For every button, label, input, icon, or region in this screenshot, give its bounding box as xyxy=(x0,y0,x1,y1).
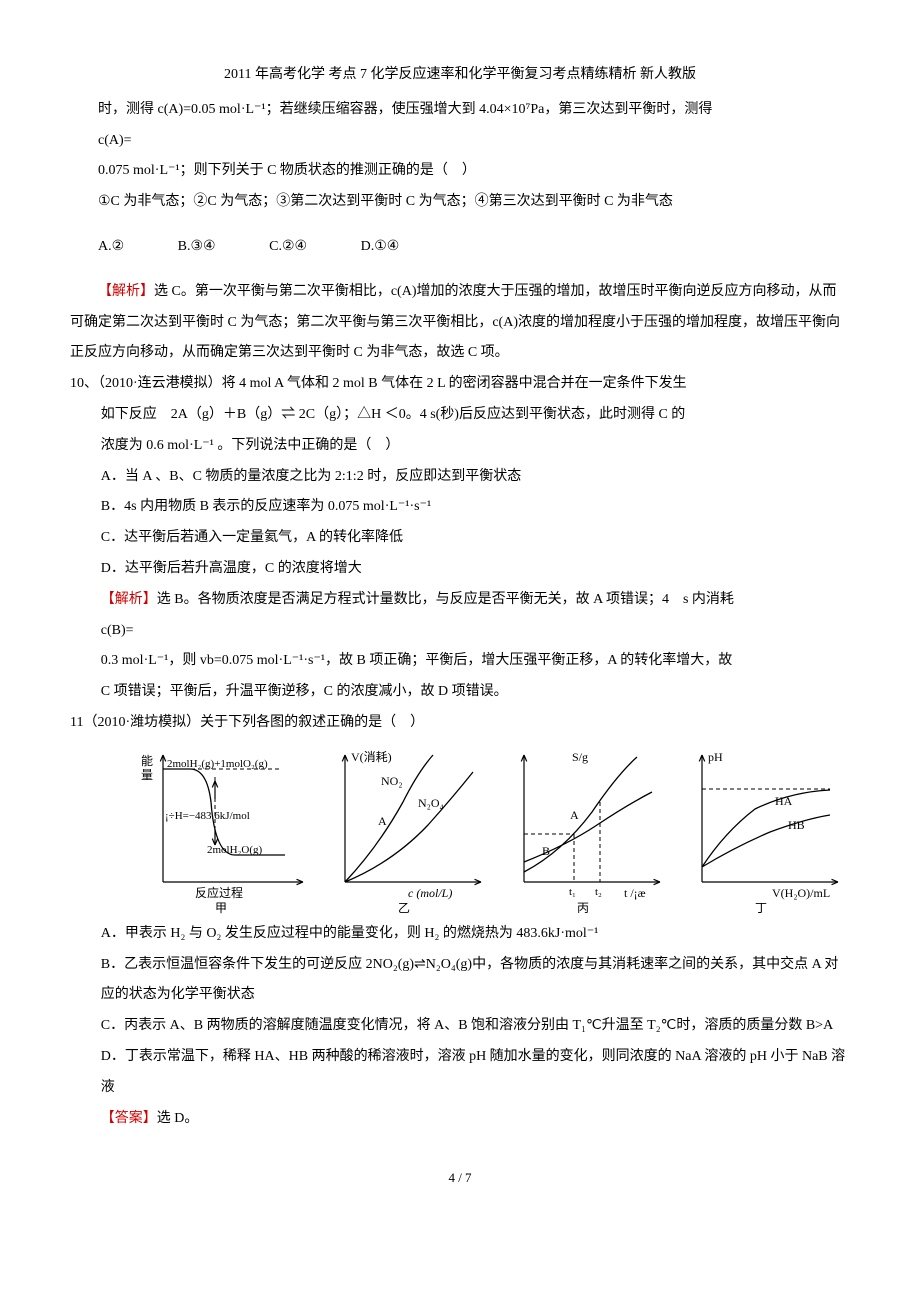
analysis-body: 选 C。第一次平衡与第二次平衡相比，c(A)增加的浓度大于压强的增加，故增压时平… xyxy=(70,284,840,361)
q10-analysis-l4: C 项错误；平衡后，升温平衡逆移，C 的浓度减小，故 D 项错误。 xyxy=(101,677,850,708)
diagram-row: 能量 2molH₂(g)+1molO₂(g) ¡÷H=−483.6kJ/mol 2mo… xyxy=(130,747,850,917)
option-b: B.③④ xyxy=(178,232,216,263)
q10-head: 10、（2010·连云港模拟）将 4 mol A 气体和 2 mol B 气体在… xyxy=(70,369,850,400)
svg-text:丙: 丙 xyxy=(577,901,589,915)
analysis-body-l1: 选 B。各物质浓度是否满足方程式计量数比，与反应是否平衡无关，故 A 项错误；4… xyxy=(157,592,734,607)
svg-text:t₁: t₁ xyxy=(569,886,576,898)
diagram-yi: V(消耗) NO₂ N₂O₄ Ac (mol/L)乙 xyxy=(323,747,488,917)
q10-opt-b: B．4s 内用物质 B 表示的反应速率为 0.075 mol·L⁻¹·s⁻¹ xyxy=(101,492,850,523)
svg-text:B: B xyxy=(542,844,550,858)
q11-opt-d: D．丁表示常温下，稀释 HA、HB 两种酸的稀溶液时，溶液 pH 随加水量的变化… xyxy=(101,1042,850,1104)
option-a: A.② xyxy=(98,232,124,263)
svg-text:¡÷H=−483.6kJ/mol: ¡÷H=−483.6kJ/mol xyxy=(165,810,250,822)
q10-opt-d: D．达平衡后若升高温度，C 的浓度将增大 xyxy=(101,554,850,585)
analysis-label: 【解析】 xyxy=(98,284,154,299)
page-footer: 4 / 7 xyxy=(70,1164,850,1193)
q10-analysis-l3: 0.3 mol·L⁻¹，则 vb=0.075 mol·L⁻¹·s⁻¹，故 B 项… xyxy=(101,646,850,677)
analysis-1: 【解析】选 C。第一次平衡与第二次平衡相比，c(A)增加的浓度大于压强的增加，故… xyxy=(70,277,850,369)
q10-analysis-l1: 【解析】选 B。各物质浓度是否满足方程式计量数比，与反应是否平衡无关，故 A 项… xyxy=(101,585,850,616)
answer-label: 【答案】 xyxy=(101,1111,157,1126)
option-d: D.①④ xyxy=(361,232,400,263)
svg-text:NO₂: NO₂ xyxy=(381,774,403,788)
svg-text:乙: 乙 xyxy=(398,901,410,915)
intro-line-2: c(A)= xyxy=(70,126,850,157)
svg-text:c (mol/L): c (mol/L) xyxy=(408,886,452,900)
svg-text:2molH₂(g)+1molO₂(g): 2molH₂(g)+1molO₂(g) xyxy=(167,758,268,770)
q10-line-3: 浓度为 0.6 mol·L⁻¹ 。下列说法中正确的是（ ） xyxy=(101,431,850,462)
q11-opt-b: B．乙表示恒温恒容条件下发生的可逆反应 2NO₂(g)⇌N₂O₄(g)中，各物质… xyxy=(101,950,850,1012)
diagram-ding: pH HA HB V(H₂O)/mL 丁 xyxy=(680,747,845,917)
option-c: C.②④ xyxy=(269,232,307,263)
q11-answer: 【答案】选 D。 xyxy=(101,1104,850,1135)
svg-text:2molH₂O(g): 2molH₂O(g) xyxy=(207,844,262,856)
svg-text:V(H₂O)/mL: V(H₂O)/mL xyxy=(772,886,830,900)
q11-opt-a: A．甲表示 H₂ 与 O₂ 发生反应过程中的能量变化，则 H₂ 的燃烧热为 48… xyxy=(101,919,850,950)
options-row: A.② B.③④ C.②④ D.①④ xyxy=(98,232,850,263)
q11-opt-c: C．丙表示 A、B 两物质的溶解度随温度变化情况，将 A、B 饱和溶液分别由 T… xyxy=(101,1011,850,1042)
q10-analysis-l2: c(B)= xyxy=(101,616,850,647)
svg-text:甲: 甲 xyxy=(215,901,227,915)
svg-text:HB: HB xyxy=(788,818,805,832)
svg-text:t /¡æ: t /¡æ xyxy=(624,886,646,900)
intro-line-3: 0.075 mol·L⁻¹；则下列关于 C 物质状态的推测正确的是（ ） xyxy=(70,156,850,187)
q10-line-2: 如下反应 2A（g）＋B（g）⇌ 2C（g）；△H ＜0。4 s(秒)后反应达到… xyxy=(101,400,850,431)
svg-text:能: 能 xyxy=(141,754,153,768)
analysis-label: 【解析】 xyxy=(101,592,157,607)
svg-text:量: 量 xyxy=(141,768,153,782)
svg-text:A: A xyxy=(570,808,579,822)
svg-text:反应过程: 反应过程 xyxy=(195,885,243,900)
svg-text:A: A xyxy=(378,814,387,828)
svg-text:pH: pH xyxy=(708,750,723,764)
svg-text:V(消耗): V(消耗) xyxy=(351,750,392,764)
svg-text:S/g: S/g xyxy=(572,750,588,764)
svg-text:丁: 丁 xyxy=(755,901,767,915)
answer-body: 选 D。 xyxy=(157,1111,199,1126)
q10-opt-c: C．达平衡后若通入一定量氦气，A 的转化率降低 xyxy=(101,523,850,554)
diagram-bing: S/g A Bt₁ t₂ t /¡æ 丙 xyxy=(502,747,667,917)
diagram-jia: 能量 2molH₂(g)+1molO₂(g) ¡÷H=−483.6kJ/mol 2mo… xyxy=(135,747,310,917)
svg-text:N₂O₄: N₂O₄ xyxy=(418,796,444,810)
intro-line-1: 时，测得 c(A)=0.05 mol·L⁻¹；若继续压缩容器，使压强增大到 4.… xyxy=(70,95,850,126)
page-header: 2011 年高考化学 考点 7 化学反应速率和化学平衡复习考点精练精析 新人教版 xyxy=(70,60,850,91)
q11-head: 11（2010·潍坊模拟）关于下列各图的叙述正确的是（ ） xyxy=(70,708,850,739)
svg-text:HA: HA xyxy=(775,794,793,808)
intro-line-4: ①C 为非气态；②C 为气态；③第二次达到平衡时 C 为气态；④第三次达到平衡时… xyxy=(70,187,850,218)
svg-text:t₂: t₂ xyxy=(595,886,602,898)
q10-opt-a: A．当 A 、B、C 物质的量浓度之比为 2:1:2 时，反应即达到平衡状态 xyxy=(101,462,850,493)
